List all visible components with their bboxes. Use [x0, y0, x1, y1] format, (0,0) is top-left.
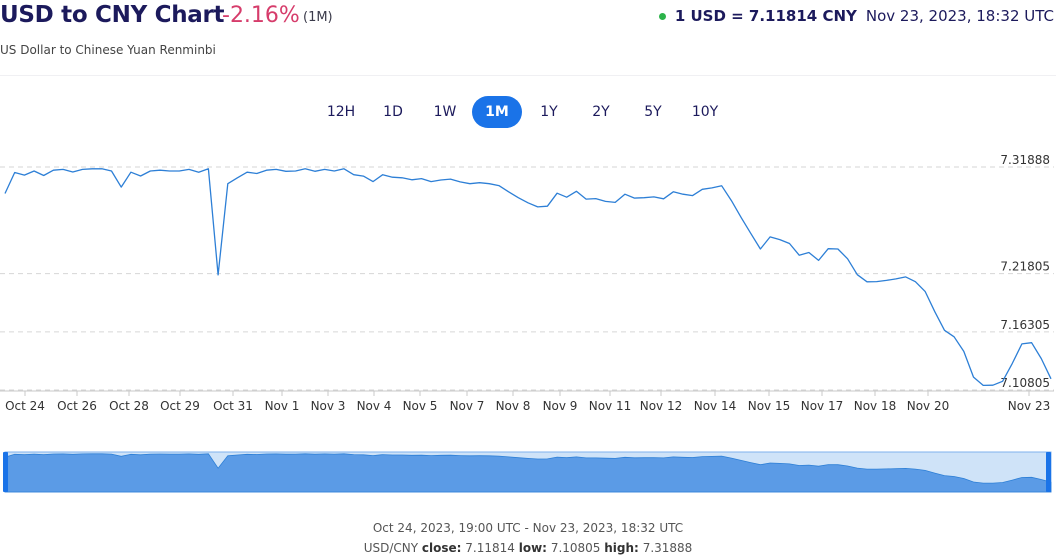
x-tick-label: Nov 7 [450, 399, 485, 413]
x-tick-label: Oct 31 [213, 399, 253, 413]
x-tick-label: Oct 26 [57, 399, 97, 413]
x-tick-label: Nov 8 [496, 399, 531, 413]
price-line [4, 168, 1052, 387]
range-button-10y[interactable]: 10Y [691, 104, 719, 120]
x-tick-label: Nov 17 [801, 399, 844, 413]
time-range-selector: 12H 1D 1W 1M 1Y 2Y 5Y 10Y [316, 96, 732, 128]
range-button-5y[interactable]: 5Y [644, 104, 662, 120]
range-button-1d[interactable]: 1D [383, 104, 403, 120]
rate-value: 1 USD = 7.11814 CNY [674, 7, 857, 25]
ohlc-summary: USD/CNY close: 7.11814 low: 7.10805 high… [0, 541, 1056, 555]
chart-title: USD to CNY Chart [0, 2, 225, 28]
close-label: close: [421, 541, 462, 555]
pair-label: USD/CNY [363, 541, 419, 555]
range-button-1w[interactable]: 1W [433, 104, 457, 120]
period-label: (1M) [303, 10, 333, 25]
range-summary: Oct 24, 2023, 19:00 UTC - Nov 23, 2023, … [372, 521, 684, 535]
high-label: high: [604, 541, 639, 555]
header-divider [0, 75, 1056, 76]
navigator-right-handle[interactable] [1046, 452, 1051, 492]
live-rate: 1 USD = 7.11814 CNY Nov 23, 2023, 18:32 … [658, 7, 1054, 25]
x-tick-label: Nov 15 [748, 399, 791, 413]
x-tick-label: Oct 28 [109, 399, 149, 413]
change-percent: -2.16% [222, 3, 300, 28]
y-tick-label: 7.31888 [1000, 153, 1050, 167]
range-button-12h[interactable]: 12H [326, 104, 356, 120]
x-tick-label: Nov 20 [907, 399, 950, 413]
y-tick-label: 7.10805 [1000, 376, 1050, 390]
rate-timestamp: Nov 23, 2023, 18:32 UTC [865, 7, 1054, 25]
high-value: 7.31888 [642, 541, 693, 555]
pair-subtitle: US Dollar to Chinese Yuan Renminbi [0, 43, 216, 57]
low-value: 7.10805 [550, 541, 601, 555]
y-tick-label: 7.21805 [1000, 260, 1050, 274]
x-tick-label: Nov 4 [357, 399, 392, 413]
close-value: 7.11814 [465, 541, 515, 555]
x-tick-label: Nov 1 [265, 399, 300, 413]
navigator-area [4, 453, 1052, 493]
range-button-1m[interactable]: 1M [472, 96, 522, 128]
x-tick-label: Nov 9 [543, 399, 578, 413]
x-tick-label: Oct 24 [5, 399, 45, 413]
x-tick-label: Nov 5 [403, 399, 438, 413]
low-label: low: [518, 541, 547, 555]
x-tick-label: Nov 11 [589, 399, 632, 413]
x-tick-label: Nov 14 [694, 399, 737, 413]
range-button-1y[interactable]: 1Y [540, 104, 558, 120]
range-button-2y[interactable]: 2Y [592, 104, 610, 120]
x-tick-label: Nov 12 [640, 399, 683, 413]
navigator-left-handle[interactable] [3, 452, 8, 492]
live-dot-icon [658, 12, 666, 20]
x-tick-label: Nov 23 [1008, 399, 1051, 413]
x-tick-label: Oct 29 [160, 399, 200, 413]
x-tick-label: Nov 18 [854, 399, 897, 413]
price-chart[interactable]: 7.31888 7.21805 7.16305 7.10805 Oct 24 Oct 26… [0, 150, 1056, 500]
x-tick-label: Nov 3 [311, 399, 346, 413]
y-tick-label: 7.16305 [1000, 318, 1050, 332]
